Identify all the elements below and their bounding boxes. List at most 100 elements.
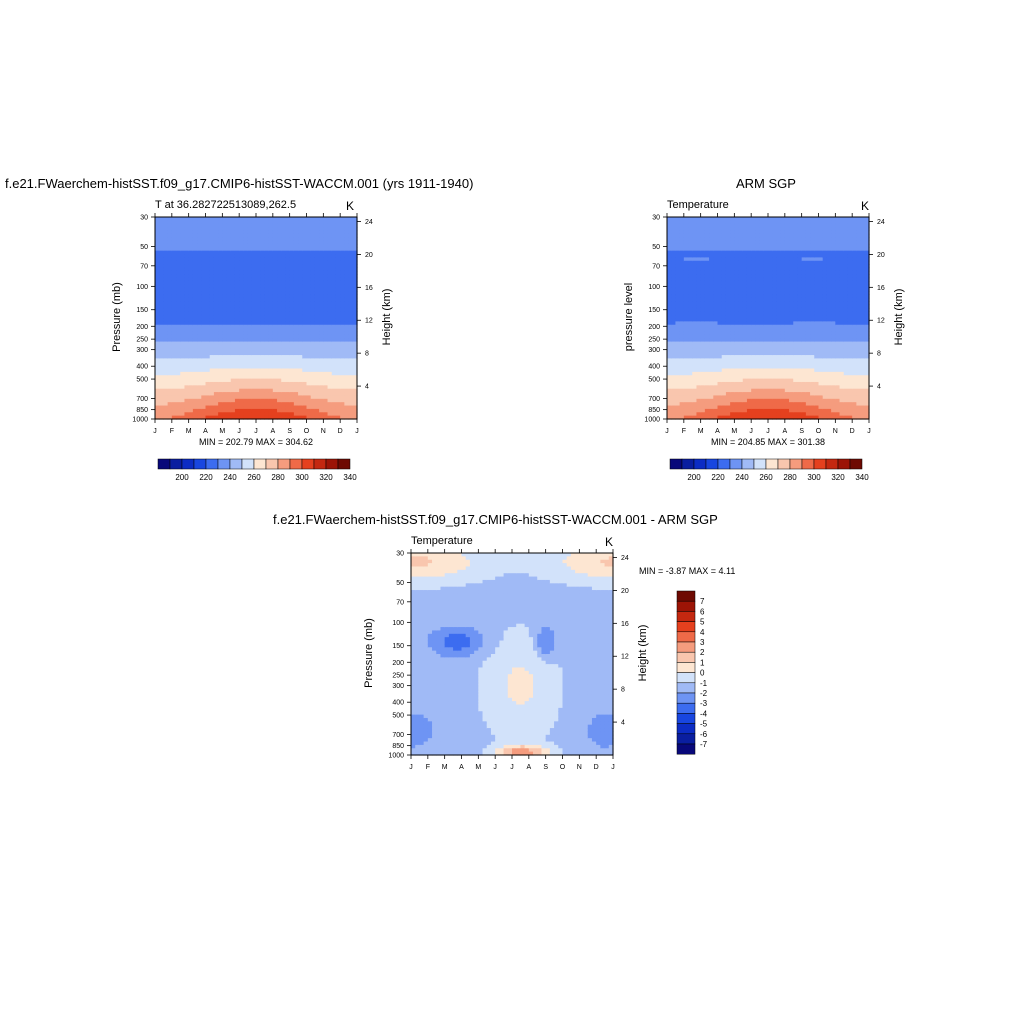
contour-cell <box>742 388 748 393</box>
contour-cell <box>696 291 702 296</box>
contour-cell <box>725 358 731 363</box>
contour-cell <box>281 254 287 258</box>
contour-cell <box>704 375 710 380</box>
contour-cell <box>281 233 287 238</box>
contour-cell <box>260 405 266 410</box>
contour-cell <box>155 334 160 339</box>
contour-cell <box>272 395 278 400</box>
contour-cell <box>281 405 287 410</box>
contour-cell <box>171 307 177 312</box>
contour-cell <box>671 321 677 326</box>
contour-cell <box>159 307 165 312</box>
contour-cell <box>352 260 358 265</box>
contour-cell <box>171 254 177 258</box>
contour-cell <box>344 378 350 383</box>
contour-cell <box>201 355 207 359</box>
contour-cell <box>755 334 761 339</box>
contour-cell <box>285 223 291 228</box>
contour-cell <box>738 287 744 292</box>
contour-cell <box>209 348 215 353</box>
contour-cell <box>331 392 337 397</box>
contour-cell <box>256 321 261 326</box>
contour-cell <box>234 254 240 258</box>
contour-cell <box>272 351 278 356</box>
contour-cell <box>298 217 303 221</box>
contour-cell <box>340 365 345 370</box>
contour-cell <box>180 358 186 363</box>
contour-cell <box>230 408 236 413</box>
contour-cell <box>675 402 681 407</box>
contour-cell <box>264 375 270 380</box>
contour-cell <box>226 341 232 346</box>
contour-cell <box>793 408 799 413</box>
contour-cell <box>230 247 236 252</box>
contour-cell <box>239 378 244 383</box>
contour-cell <box>163 314 169 319</box>
contour-cell <box>201 223 207 228</box>
contour-cell <box>180 412 186 417</box>
contour-cell <box>272 398 278 403</box>
contour-cell <box>205 395 211 400</box>
contour-cell <box>742 254 748 258</box>
contour-cell <box>264 220 270 225</box>
contour-cell <box>688 355 693 359</box>
colorbar-swatch <box>253 458 267 470</box>
contour-cell <box>352 331 358 336</box>
colorbar-swatch <box>205 458 219 470</box>
contour-cell <box>298 365 303 370</box>
contour-cell <box>734 324 740 329</box>
contour-cell <box>298 351 303 356</box>
contour-cell <box>285 338 291 343</box>
contour-cell <box>171 233 177 238</box>
contour-cell <box>675 237 681 242</box>
contour-cell <box>197 355 202 359</box>
contour-cell <box>298 287 303 292</box>
contour-cell <box>310 254 316 258</box>
contour-cell <box>260 277 266 282</box>
contour-cell <box>323 270 329 275</box>
contour-cell <box>159 301 165 306</box>
contour-cell <box>234 318 240 322</box>
contour-cell <box>780 267 786 272</box>
contour-cell <box>260 264 266 269</box>
contour-cell <box>302 381 308 386</box>
contour-cell <box>171 381 177 386</box>
contour-cell <box>692 415 698 420</box>
contour-cell <box>222 375 228 380</box>
contour-cell <box>167 284 173 289</box>
contour-cell <box>776 217 782 221</box>
contour-cell <box>352 217 358 221</box>
contour-cell <box>293 307 299 312</box>
contour-cell <box>281 341 287 346</box>
contour-cell <box>709 395 714 400</box>
contour-cell <box>247 291 253 296</box>
contour-cell <box>352 304 358 309</box>
contour-cell <box>746 257 752 262</box>
contour-cell <box>700 227 706 232</box>
contour-cell <box>679 395 685 400</box>
contour-cell <box>264 385 270 390</box>
contour-cell <box>327 267 333 272</box>
contour-cell <box>348 230 354 235</box>
contour-cell <box>721 355 727 359</box>
contour-cell <box>335 402 341 407</box>
contour-cell <box>335 371 341 376</box>
contour-cell <box>205 237 211 242</box>
contour-cell <box>234 294 240 299</box>
contour-cell <box>734 398 740 403</box>
contour-cell <box>797 405 803 410</box>
contour-cell <box>713 388 719 393</box>
contour-cell <box>192 331 198 336</box>
contour-cell <box>772 392 778 397</box>
contour-cell <box>256 341 261 346</box>
contour-cell <box>226 240 232 245</box>
contour-cell <box>730 398 735 403</box>
contour-cell <box>746 314 752 319</box>
contour-cell <box>746 331 752 336</box>
contour-cell <box>239 297 244 302</box>
contour-cell <box>264 294 270 299</box>
contour-cell <box>352 233 358 238</box>
contour-cell <box>713 301 719 306</box>
contour-cell <box>793 287 799 292</box>
contour-cell <box>746 358 752 363</box>
